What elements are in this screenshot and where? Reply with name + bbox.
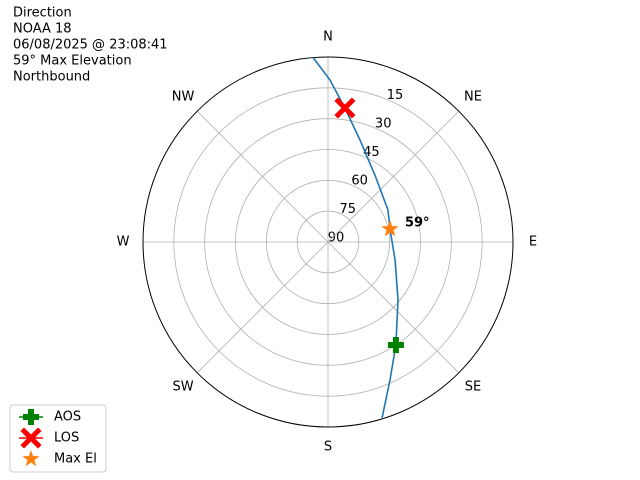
r-tick-label: 30	[375, 117, 392, 132]
title-line: Northbound	[13, 70, 90, 85]
theta-tick-label: S	[324, 440, 332, 455]
theta-tick-label: SE	[465, 379, 481, 394]
grid-spoke	[196, 110, 329, 243]
theta-tick-label: SW	[172, 379, 193, 394]
grid-spoke	[327, 241, 460, 374]
title-line: NOAA 18	[13, 22, 72, 37]
marker-max-el	[22, 450, 40, 467]
legend-label: AOS	[54, 410, 81, 425]
legend-label: Max El	[54, 452, 97, 467]
r-tick-label: 75	[340, 202, 357, 217]
annotation: 59°	[405, 216, 430, 231]
theta-tick-label: NE	[464, 90, 482, 105]
r-tick-label: 15	[387, 88, 404, 103]
title-line: 59° Max Elevation	[13, 54, 132, 69]
theta-tick-label: NW	[172, 90, 195, 105]
grid-spoke	[196, 241, 329, 374]
grid-spoke	[327, 110, 460, 243]
marker-los	[20, 427, 42, 449]
title-line: Direction	[13, 6, 72, 21]
theta-tick-label: N	[323, 30, 333, 45]
marker-los	[334, 97, 356, 119]
title-line: 06/08/2025 @ 23:08:41	[13, 38, 168, 53]
r-tick-label: 90	[328, 231, 345, 246]
theta-tick-label: W	[117, 235, 130, 250]
outer-circle	[142, 56, 514, 428]
r-tick-label: 60	[351, 174, 368, 189]
track-line	[312, 57, 399, 418]
marker-max-el	[381, 220, 399, 237]
marker-aos	[23, 409, 39, 425]
marker-aos	[387, 336, 404, 353]
theta-tick-label: E	[529, 235, 537, 250]
legend-label: LOS	[54, 431, 79, 446]
